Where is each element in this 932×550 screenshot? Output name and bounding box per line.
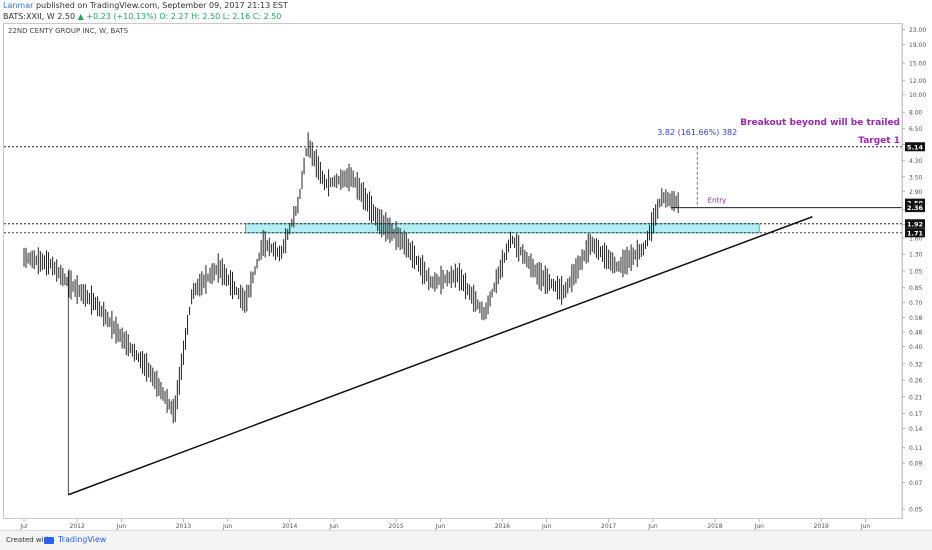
x-tick-label: Jul: [19, 523, 28, 530]
symbol-info: BATS:XXII, W 2.50 ▲ +0.23 (+10.13%) O: 2…: [3, 12, 281, 21]
x-tick-label: 2012: [70, 523, 85, 530]
y-tick-label: 0.26: [909, 378, 923, 385]
entry-annotation: Entry: [708, 197, 727, 205]
y-tick-label: 0.09: [909, 461, 923, 468]
y-tick-label: 0.05: [909, 507, 923, 514]
x-tick-label: 2014: [282, 523, 297, 530]
created-with-text: Created with: [6, 536, 51, 544]
symbol-line: BATS:XXII, W: [3, 12, 55, 21]
y-tick-label: 0.17: [909, 411, 923, 418]
tradingview-logo-icon: [44, 537, 54, 544]
published-text: published on TradingView.com, September …: [35, 1, 288, 10]
x-tick-label: 2017: [601, 523, 616, 530]
publish-info: Lanmar published on TradingView.com, Sep…: [3, 1, 288, 10]
price-label: 2.36: [907, 204, 924, 212]
x-tick-label: Jun: [116, 523, 127, 530]
y-tick-label: 0.70: [909, 300, 923, 307]
price-label-box: [905, 219, 925, 229]
price-label-box: [905, 228, 925, 238]
y-tick-label: 2.90: [909, 189, 923, 196]
footer-bar: Created with TradingView: [0, 530, 932, 550]
tradingview-brand[interactable]: TradingView: [58, 535, 107, 544]
x-tick-label: 2018: [707, 523, 722, 530]
y-tick-label: 0.40: [909, 344, 923, 351]
y-tick-label: 0.48: [909, 330, 923, 337]
y-tick-label: 6.50: [909, 126, 923, 133]
price-chart[interactable]: 3.82 (161.66%) 382 Entry Breakout beyond …: [0, 0, 932, 530]
y-tick-label: 12.00: [909, 78, 926, 85]
y-tick-label: 0.07: [909, 480, 923, 487]
price-change: ▲ +0.23 (+10.13%): [77, 12, 157, 21]
support-zone: [245, 223, 760, 234]
y-tick-label: 0.21: [909, 394, 923, 401]
x-tick-label: 2015: [388, 523, 403, 530]
ohlc-values: O: 2.27 H: 2.50 L: 2.16 C: 2.50: [159, 12, 282, 21]
x-tick-label: Jun: [541, 523, 552, 530]
y-tick-label: 0.58: [909, 315, 923, 322]
y-tick-label: 3.50: [909, 174, 923, 181]
x-tick-label: 2013: [176, 523, 191, 530]
y-tick-label: 0.85: [909, 285, 923, 292]
y-tick-label: 10.00: [909, 92, 926, 99]
price-label: 1.71: [907, 229, 924, 237]
price-label-box: [905, 142, 925, 152]
x-tick-label: Jun: [647, 523, 658, 530]
x-tick-label: 2016: [495, 523, 510, 530]
x-tick-label: 2019: [814, 523, 829, 530]
x-tick-label: Jun: [754, 523, 765, 530]
breakout-annotation: Breakout beyond will be trailed: [740, 118, 900, 128]
y-tick-label: 23.00: [909, 27, 926, 34]
last-price: 2.50: [57, 12, 76, 21]
y-tick-label: 0.11: [909, 445, 923, 452]
x-tick-label: Jun: [222, 523, 233, 530]
measure-label: 3.82 (161.66%) 382: [657, 128, 737, 137]
y-tick-label: 1.30: [909, 252, 923, 259]
y-tick-label: 19.00: [909, 42, 926, 49]
chart-title: 22ND CENTY GROUP INC, W, BATS: [8, 27, 129, 35]
ascending-trendline: [68, 216, 813, 496]
x-tick-label: Jun: [860, 523, 871, 530]
y-tick-label: 0.32: [909, 361, 923, 368]
author-link[interactable]: Lanmar: [3, 1, 34, 10]
price-label-box: [905, 203, 925, 213]
x-tick-label: Jun: [328, 523, 339, 530]
price-label-box: [905, 198, 925, 208]
y-tick-label: 4.30: [909, 158, 923, 165]
target-annotation: Target 1: [858, 136, 900, 146]
y-tick-label: 15.00: [909, 61, 926, 68]
y-tick-label: 1.60: [909, 236, 923, 243]
price-label: 1.92: [907, 220, 923, 228]
price-label: 5.14: [907, 143, 924, 151]
y-tick-label: 0.14: [909, 426, 923, 433]
x-tick-label: Jun: [435, 523, 446, 530]
y-tick-label: 8.00: [909, 110, 923, 117]
y-tick-label: 1.05: [909, 268, 923, 275]
